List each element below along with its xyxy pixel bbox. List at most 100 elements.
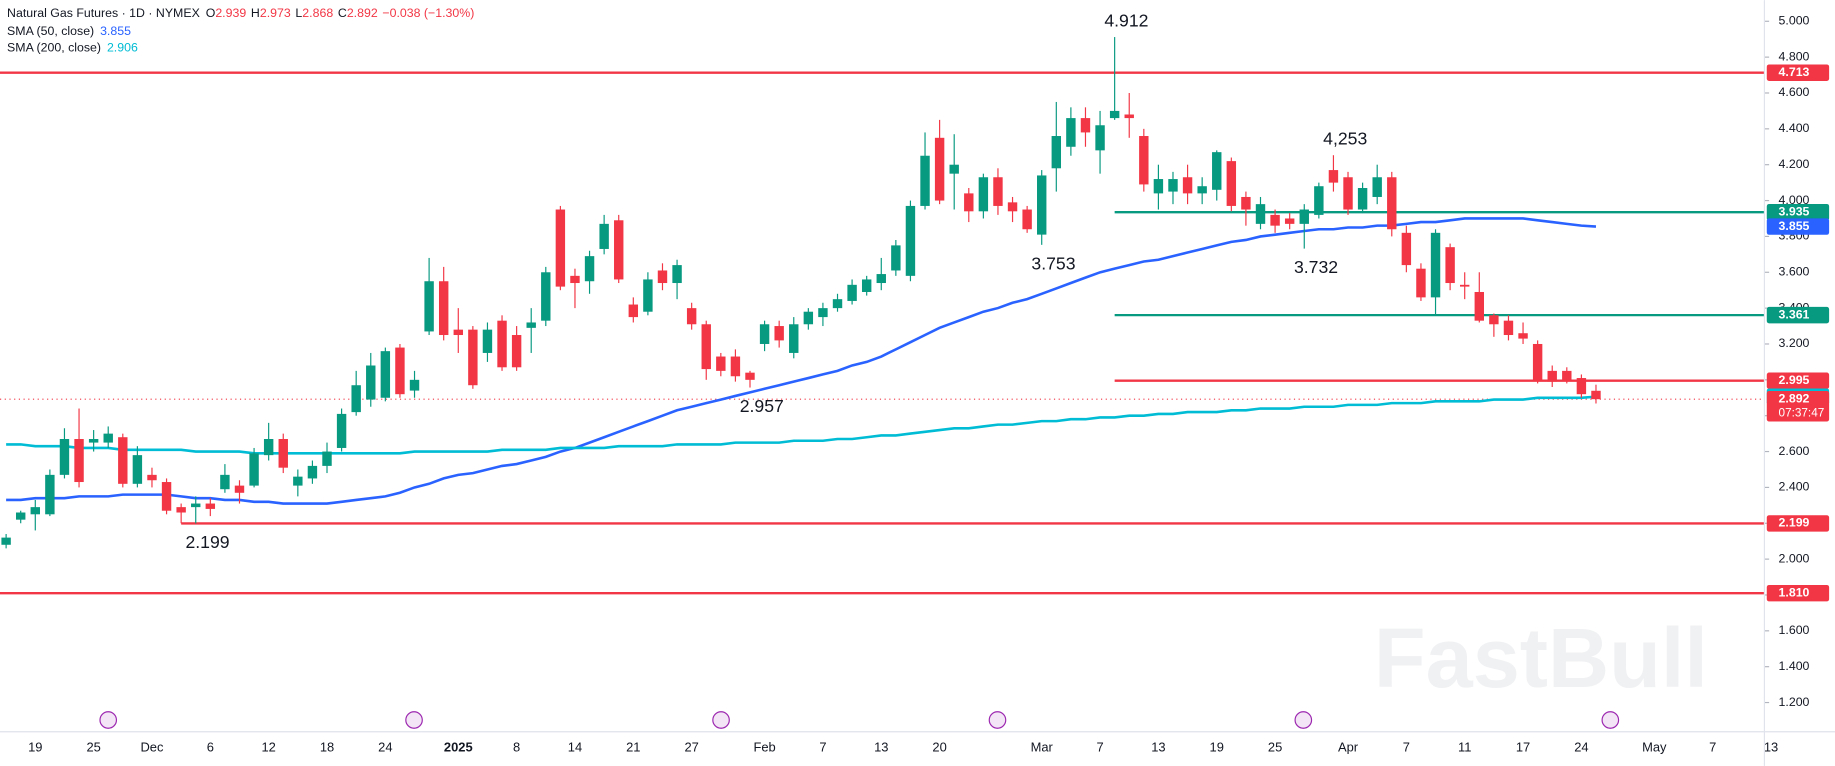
event-icon[interactable]	[1601, 711, 1620, 729]
candle-body	[132, 455, 143, 484]
candle-body	[147, 474, 157, 481]
candle-body	[1518, 333, 1528, 339]
candle-body	[191, 503, 201, 508]
candle-body	[497, 320, 507, 368]
candle-body	[686, 308, 697, 325]
candle-body	[205, 503, 216, 509]
candle-body	[118, 437, 128, 484]
event-icon[interactable]	[712, 711, 730, 729]
y-tick-label: 4.200	[1779, 157, 1810, 171]
sma-box	[1766, 218, 1830, 235]
level-box	[1766, 584, 1830, 602]
event-icon[interactable]	[405, 711, 423, 729]
candle-body	[74, 439, 84, 483]
candle-body	[482, 329, 493, 353]
candle-body	[1095, 125, 1105, 151]
x-tick-label: 7	[1709, 740, 1716, 755]
candle-body	[526, 322, 536, 328]
level-label: 2.199	[1779, 516, 1810, 530]
candle-body	[366, 365, 376, 400]
candle-body	[263, 439, 274, 456]
y-tick-label: 3.600	[1779, 265, 1810, 279]
event-icon[interactable]	[99, 711, 118, 729]
event-icon[interactable]	[988, 711, 1007, 729]
candle-body	[1343, 177, 1353, 210]
candle-body	[934, 137, 945, 201]
annotation: 4.912	[1104, 10, 1148, 30]
x-tick-label: 6	[207, 740, 214, 755]
y-tick-label: 3.200	[1779, 336, 1810, 350]
level-label: 2.995	[1779, 373, 1810, 387]
y-tick-label: 4.400	[1779, 121, 1810, 135]
ohlc-letter: L	[295, 7, 302, 21]
x-tick-label: 14	[568, 740, 582, 755]
ohlc-letter: H	[251, 7, 260, 21]
candle-body	[1357, 188, 1368, 210]
x-tick-label: 13	[874, 740, 888, 755]
legend-sma50: SMA (50, close) 3.855	[7, 24, 131, 38]
candle-body	[293, 476, 303, 486]
x-tick-label: 7	[1096, 740, 1103, 755]
annotation: 2.199	[185, 532, 229, 552]
candle-body	[307, 465, 318, 479]
candle-body	[584, 256, 595, 282]
candle-body	[234, 485, 245, 493]
candle-body	[1153, 179, 1164, 194]
candle-body	[628, 304, 639, 318]
candle-body	[774, 326, 784, 341]
y-tick-label: 2.000	[1779, 551, 1810, 565]
candle-body	[15, 512, 26, 520]
x-tick-label: 13	[1764, 740, 1778, 755]
candle-body	[978, 177, 989, 212]
candle-body	[1591, 390, 1601, 400]
candle-body	[803, 311, 814, 325]
candle-body	[1445, 247, 1455, 284]
candle-body	[424, 281, 434, 332]
candle-body	[1, 537, 11, 545]
level-box	[1766, 306, 1830, 324]
candle-body	[672, 265, 682, 284]
ohlc-letter: C	[338, 7, 347, 21]
ohlc-letter: O	[206, 7, 216, 21]
x-tick-label: May	[1642, 740, 1667, 755]
candle-body	[541, 272, 551, 321]
legend-main: Natural Gas Futures · 1D · NYMEX O2.939 H2…	[7, 7, 474, 21]
candle-body	[409, 379, 420, 391]
level-box	[1766, 515, 1830, 532]
y-tick-label: 1.600	[1779, 623, 1810, 637]
candle-body	[1007, 202, 1018, 212]
candle-body	[861, 279, 872, 292]
x-tick-label: 27	[684, 740, 698, 755]
candle-body	[818, 308, 828, 318]
legend-value: 3.855	[100, 24, 131, 38]
candle-body	[891, 245, 901, 271]
candle-body	[1051, 136, 1062, 169]
candle-body	[1387, 177, 1397, 230]
candle-body	[1314, 186, 1324, 215]
annotation: 3.732	[1294, 257, 1338, 277]
x-tick-label: Apr	[1338, 740, 1359, 755]
countdown: 07:37:47	[1779, 406, 1825, 419]
candle-body	[643, 279, 653, 312]
annotation: 2.957	[740, 396, 784, 416]
x-tick-label: 24	[378, 740, 392, 755]
x-tick-label: 18	[320, 740, 334, 755]
candle-body	[1037, 175, 1047, 235]
x-tick-label: 2025	[444, 740, 473, 755]
x-tick-label: 17	[1516, 740, 1530, 755]
x-tick-label: 21	[626, 740, 640, 755]
candle-body	[1270, 214, 1280, 226]
candle-body	[1182, 177, 1193, 194]
x-tick-label: 19	[28, 740, 42, 755]
candle-body	[657, 270, 668, 284]
y-tick-label: 4.000	[1779, 193, 1810, 207]
candle-body	[1430, 232, 1441, 298]
candle-body	[1562, 370, 1572, 380]
event-icon[interactable]	[1294, 711, 1313, 729]
level-box	[1766, 203, 1830, 221]
ohlc-value: 2.973	[260, 7, 291, 21]
candle-body	[468, 329, 478, 386]
legend-name: SMA (200, close)	[7, 41, 101, 55]
candle-body	[249, 453, 259, 486]
